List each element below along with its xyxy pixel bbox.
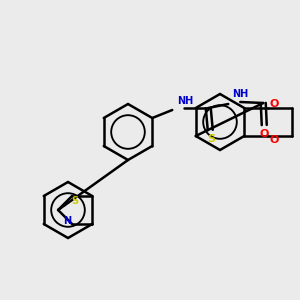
Text: S: S (207, 134, 215, 144)
Text: NH: NH (177, 96, 194, 106)
Text: N: N (63, 216, 71, 226)
Text: S: S (71, 196, 79, 206)
Text: O: O (260, 129, 269, 139)
Text: NH: NH (232, 89, 248, 99)
Text: O: O (269, 99, 279, 109)
Text: O: O (269, 135, 279, 145)
